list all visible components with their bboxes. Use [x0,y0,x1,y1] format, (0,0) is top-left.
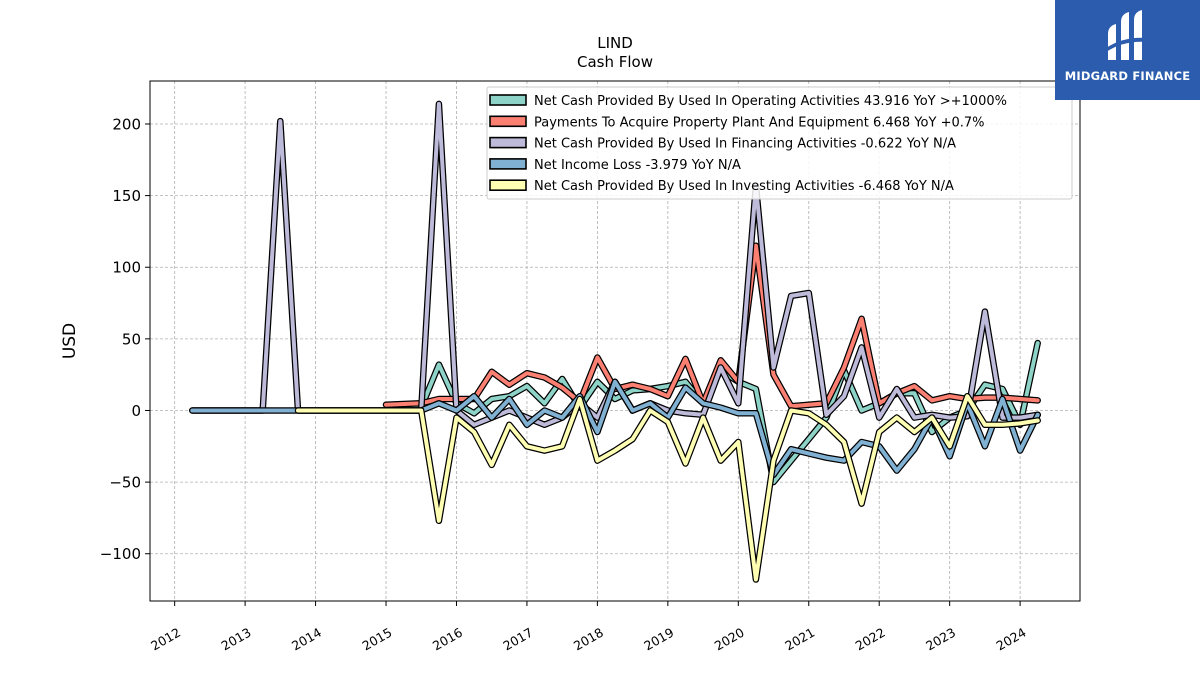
legend-label: Net Cash Provided By Used In Investing A… [534,179,954,194]
legend-label: Net Cash Provided By Used In Operating A… [534,94,1007,109]
legend-swatch [489,94,527,106]
legend-label: Net Income Loss -3.979 YoY N/A [534,158,741,173]
legend-swatch [489,136,527,149]
legend-box [486,86,1073,200]
legend-label: Net Cash Provided By Used In Financing A… [534,137,956,152]
legend: Net Cash Provided By Used In Operating A… [486,86,1073,200]
chart-title: LIND [597,34,633,52]
plot-frame [149,80,1081,602]
legend-label: Payments To Acquire Property Plant And E… [534,115,985,130]
series-4 [294,392,1041,583]
series-line [296,394,1040,582]
chart-subtitle: Cash Flow [577,53,653,71]
series-layer [189,100,1041,583]
y-tick-label: 200 [112,115,141,133]
series-3 [189,378,1041,479]
legend-swatch [489,158,527,170]
y-tick-label: 0 [131,402,141,420]
brand-name: MIDGARD FINANCE [1064,69,1191,83]
series-line [190,379,1040,477]
series-line [384,243,1040,409]
y-tick-label: 150 [112,187,141,205]
y-axis-label: USD [60,323,80,359]
y-tick-label: 100 [112,259,141,277]
legend-swatch [489,179,527,191]
series-1 [382,242,1041,410]
y-tick-label: −100 [100,545,141,563]
legend-swatch [489,115,527,128]
brand-logo: MIDGARD FINANCE [1055,0,1200,100]
y-tick-label: −50 [109,474,141,492]
brand-mark-icon [1106,10,1148,60]
y-tick-label: 50 [122,330,141,348]
